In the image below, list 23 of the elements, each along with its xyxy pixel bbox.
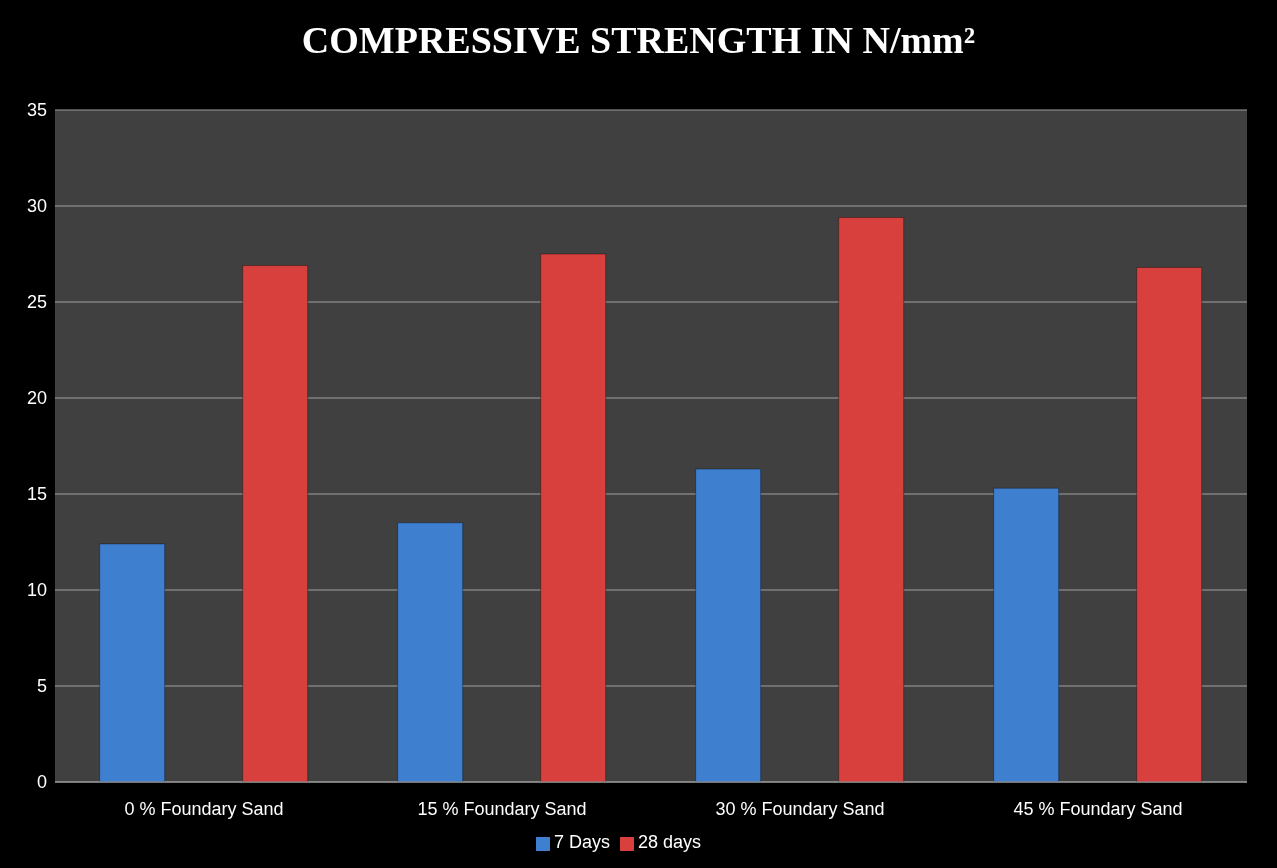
bar: [99, 543, 166, 782]
bar: [540, 253, 607, 782]
x-tick-label: 15 % Foundary Sand: [417, 798, 587, 819]
y-tick-label: 20: [26, 388, 47, 409]
y-tick-label: 30: [26, 196, 47, 217]
y-tick-label: 10: [26, 580, 47, 601]
y-tick-label: 5: [36, 676, 47, 697]
bar: [242, 265, 309, 782]
y-tick-label: 35: [26, 100, 47, 121]
legend-label: 28 days: [637, 832, 702, 852]
bar: [1136, 266, 1203, 782]
y-tick-label: 0: [36, 772, 47, 793]
bar: [993, 487, 1060, 782]
bar: [695, 468, 762, 782]
legend-label: 7 Days: [553, 832, 610, 852]
chart-title: COMPRESSIVE STRENGTH IN N/mm²: [300, 18, 977, 62]
x-tick-label: 0 % Foundary Sand: [124, 798, 284, 819]
x-tick-label: 30 % Foundary Sand: [715, 798, 885, 819]
bar: [838, 217, 905, 782]
y-tick-label: 25: [26, 292, 47, 313]
bar: [397, 522, 464, 782]
x-tick-label: 45 % Foundary Sand: [1013, 798, 1183, 819]
y-tick-label: 15: [26, 484, 47, 505]
